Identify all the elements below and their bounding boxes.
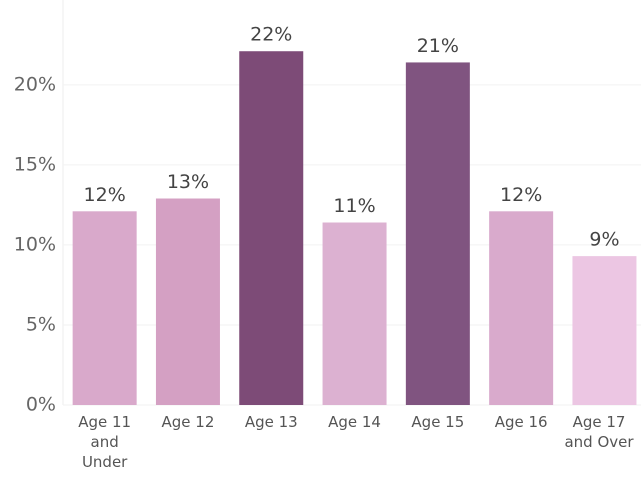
value-label: 11%: [333, 195, 375, 217]
value-label: 22%: [250, 24, 292, 46]
bar: [572, 256, 637, 405]
x-tick-label: Age 11 and Under: [78, 413, 132, 471]
y-tick-label: 10%: [14, 233, 56, 255]
value-label: 13%: [167, 171, 209, 193]
x-tick-label: Age 17 and Over: [564, 413, 634, 451]
bar: [155, 198, 220, 405]
x-tick-label: Age 16: [494, 413, 548, 431]
y-tick-label: 5%: [26, 313, 56, 335]
bar: [72, 211, 137, 405]
x-tick-label: Age 14: [328, 413, 381, 431]
value-label: 12%: [84, 184, 126, 206]
bar: [322, 222, 387, 405]
x-tick-label: Age 13: [244, 413, 298, 431]
y-tick-label: 15%: [14, 153, 56, 175]
y-tick-label: 20%: [14, 73, 56, 95]
y-tick-label: 0%: [26, 394, 56, 416]
bar: [489, 211, 554, 405]
value-label: 12%: [500, 184, 542, 206]
bar: [405, 62, 470, 406]
bar: [239, 51, 304, 406]
x-tick-label: Age 12: [161, 413, 215, 431]
value-label: 9%: [589, 229, 619, 251]
x-tick-label: Age 15: [411, 413, 465, 431]
value-label: 21%: [417, 35, 459, 57]
